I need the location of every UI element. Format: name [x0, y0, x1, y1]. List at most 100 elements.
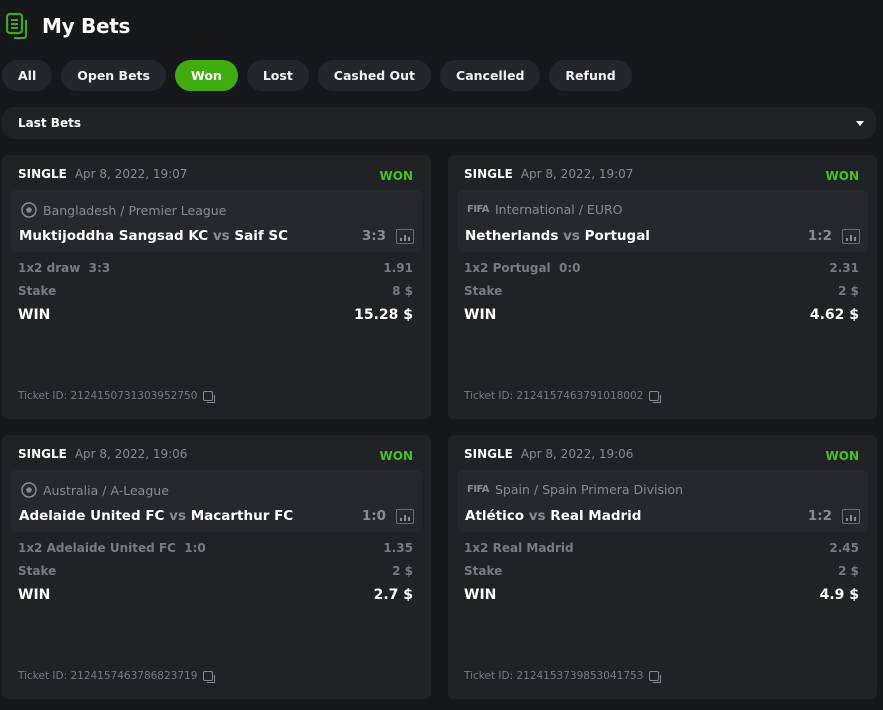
copy-icon[interactable] — [649, 671, 662, 683]
bet-type: SINGLE — [18, 167, 67, 181]
status-badge: WON — [379, 449, 413, 463]
copy-icon[interactable] — [649, 391, 662, 403]
league-name: Spain / Spain Primera Division — [494, 482, 684, 497]
bet-date: Apr 8, 2022, 19:07 — [74, 167, 188, 181]
vs-label: vs — [528, 508, 546, 524]
caret-down-icon — [856, 120, 864, 126]
bet-date: Apr 8, 2022, 19:07 — [520, 167, 634, 181]
statistics-icon[interactable] — [842, 229, 860, 244]
selection-name: 1x2 Real Madrid — [464, 541, 574, 555]
soccer-ball-icon — [21, 482, 37, 498]
league-name: Australia / A-League — [43, 482, 169, 498]
ticket-id: Ticket ID: 2124153739853041753 — [464, 670, 644, 682]
filter-tab-lost[interactable]: Lost — [246, 60, 309, 91]
selection-name: 1x2 Adelaide United FC — [18, 541, 176, 555]
statistics-icon[interactable] — [842, 509, 860, 524]
selection-score: 3:3 — [88, 261, 111, 275]
odds: 1.35 — [383, 541, 413, 555]
selection: 1x2 draw 3:3 — [18, 261, 110, 275]
odds: 1.91 — [383, 261, 413, 275]
selection: 1x2 Real Madrid — [464, 541, 582, 555]
away-team: Portugal — [584, 228, 650, 244]
bet-type: SINGLE — [464, 167, 513, 181]
vs-label: vs — [212, 228, 230, 244]
bets-list-icon — [6, 12, 27, 39]
stake-value: 2 $ — [392, 564, 413, 578]
ticket-id: Ticket ID: 2124157463786823719 — [18, 670, 198, 682]
match-teams: Netherlands vs Portugal — [465, 228, 650, 244]
match-score: 1:2 — [807, 508, 832, 524]
match-teams: Adelaide United FC vs Macarthur FC — [19, 508, 293, 524]
home-team: Netherlands — [465, 228, 559, 244]
win-value: 2.7 $ — [373, 587, 413, 603]
odds: 2.45 — [829, 541, 859, 555]
league-name: International / EURO — [494, 202, 623, 217]
match-score: 1:2 — [807, 228, 832, 244]
away-team: Real Madrid — [550, 508, 642, 524]
bet-card[interactable]: SINGLE Apr 8, 2022, 19:07 WON Bangladesh /… — [2, 155, 431, 419]
statistics-icon[interactable] — [396, 509, 414, 524]
status-badge: WON — [825, 169, 859, 183]
bet-card[interactable]: SINGLE Apr 8, 2022, 19:06 WON FIFA Spain / … — [448, 435, 877, 699]
selection-score: 0:0 — [559, 261, 581, 275]
period-dropdown[interactable]: Last Bets — [2, 107, 876, 139]
stake-value: 8 $ — [392, 284, 413, 298]
vs-label: vs — [563, 228, 580, 244]
event-box[interactable]: Bangladesh / Premier League Muktijoddha … — [11, 190, 422, 252]
win-value: 4.62 $ — [809, 307, 859, 323]
odds: 2.31 — [829, 261, 859, 275]
win-value: 15.28 $ — [354, 307, 413, 323]
filter-tab-refund[interactable]: Refund — [549, 60, 632, 91]
win-label: WIN — [18, 587, 51, 603]
selection-score: 1:0 — [184, 541, 206, 555]
league-name: Bangladesh / Premier League — [43, 202, 227, 218]
match-score: 1:0 — [361, 508, 386, 524]
copy-icon[interactable] — [203, 671, 216, 683]
copy-icon[interactable] — [203, 391, 216, 403]
filter-tab-cashed-out[interactable]: Cashed Out — [317, 60, 432, 91]
bet-date: Apr 8, 2022, 19:06 — [520, 447, 634, 461]
stake-value: 2 $ — [838, 564, 859, 578]
ticket-id: Ticket ID: 2124157463791018002 — [464, 390, 644, 402]
match-score: 3:3 — [361, 228, 386, 244]
period-dropdown-value: Last Bets — [18, 116, 81, 130]
home-team: Atlético — [465, 508, 525, 524]
home-team: Muktijoddha Sangsad KC — [19, 228, 209, 244]
bet-type: SINGLE — [18, 447, 67, 461]
stake-label: Stake — [18, 284, 57, 298]
stake-value: 2 $ — [838, 284, 859, 298]
match-teams: Muktijoddha Sangsad KC vs Saif SC — [19, 228, 288, 244]
stake-label: Stake — [464, 284, 503, 298]
win-label: WIN — [18, 307, 51, 323]
fifa-icon: FIFA — [467, 204, 489, 215]
bet-card[interactable]: SINGLE Apr 8, 2022, 19:06 WON Australia / … — [2, 435, 431, 699]
event-box[interactable]: FIFA Spain / Spain Primera Division Atlét… — [457, 470, 868, 532]
status-badge: WON — [379, 169, 413, 183]
selection: 1x2 Portugal 0:0 — [464, 261, 581, 275]
stake-label: Stake — [464, 564, 503, 578]
bet-card[interactable]: SINGLE Apr 8, 2022, 19:07 WON FIFA Internat… — [448, 155, 877, 419]
stake-label: Stake — [18, 564, 57, 578]
statistics-icon[interactable] — [396, 229, 414, 244]
event-box[interactable]: Australia / A-League Adelaide United FC … — [11, 470, 422, 532]
ticket-id: Ticket ID: 2124150731303952750 — [18, 390, 198, 402]
selection: 1x2 Adelaide United FC 1:0 — [18, 541, 206, 555]
match-teams: Atlético vs Real Madrid — [465, 508, 641, 524]
page-title: My Bets — [42, 14, 131, 38]
filter-tab-cancelled[interactable]: Cancelled — [440, 60, 541, 91]
event-box[interactable]: FIFA International / EURO Netherlands vs … — [457, 190, 868, 252]
bet-date: Apr 8, 2022, 19:06 — [74, 447, 188, 461]
page-header: My Bets — [6, 12, 130, 40]
status-badge: WON — [825, 449, 859, 463]
fifa-icon: FIFA — [467, 484, 489, 495]
filter-tab-won[interactable]: Won — [174, 60, 238, 91]
win-label: WIN — [464, 587, 497, 603]
vs-label: vs — [169, 508, 187, 524]
filter-tabs: All Open Bets Won Lost Cashed Out Cancelled Re… — [2, 60, 632, 91]
filter-tab-all[interactable]: All — [2, 60, 53, 91]
filter-tab-open-bets[interactable]: Open Bets — [61, 60, 166, 91]
home-team: Adelaide United FC — [19, 508, 165, 524]
away-team: Macarthur FC — [190, 508, 294, 524]
selection-name: 1x2 draw — [18, 261, 81, 275]
selection-name: 1x2 Portugal — [464, 261, 551, 275]
